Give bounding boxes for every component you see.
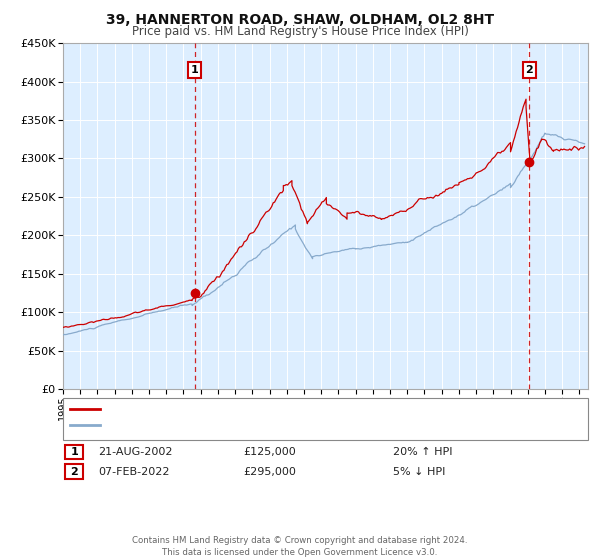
- Text: 21-AUG-2002: 21-AUG-2002: [98, 447, 172, 457]
- Text: Price paid vs. HM Land Registry's House Price Index (HPI): Price paid vs. HM Land Registry's House …: [131, 25, 469, 38]
- Text: 20% ↑ HPI: 20% ↑ HPI: [393, 447, 452, 457]
- Text: Contains HM Land Registry data © Crown copyright and database right 2024.
This d: Contains HM Land Registry data © Crown c…: [132, 536, 468, 557]
- Text: 5% ↓ HPI: 5% ↓ HPI: [393, 466, 445, 477]
- Text: £295,000: £295,000: [243, 466, 296, 477]
- Text: 39, HANNERTON ROAD, SHAW, OLDHAM, OL2 8HT (detached house): 39, HANNERTON ROAD, SHAW, OLDHAM, OL2 8H…: [105, 404, 460, 413]
- Text: 1: 1: [191, 65, 199, 75]
- Text: 39, HANNERTON ROAD, SHAW, OLDHAM, OL2 8HT: 39, HANNERTON ROAD, SHAW, OLDHAM, OL2 8H…: [106, 13, 494, 27]
- Text: 2: 2: [526, 65, 533, 75]
- Text: 07-FEB-2022: 07-FEB-2022: [98, 466, 169, 477]
- Text: £125,000: £125,000: [243, 447, 296, 457]
- Text: 2: 2: [71, 466, 78, 477]
- Text: HPI: Average price, detached house, Oldham: HPI: Average price, detached house, Oldh…: [105, 421, 339, 430]
- Text: 1: 1: [71, 447, 78, 457]
